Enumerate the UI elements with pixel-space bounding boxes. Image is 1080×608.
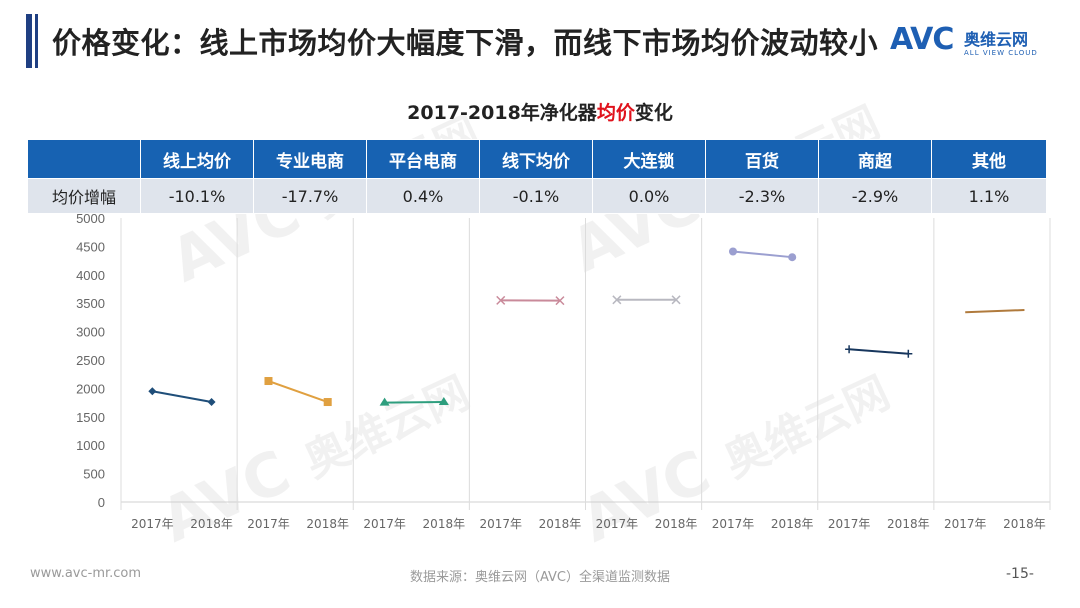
x-tick-label: 2018年 [771, 517, 814, 531]
column-header: 大连锁 [592, 139, 706, 179]
column-header: 商超 [818, 139, 932, 179]
column-header: 其他 [931, 139, 1047, 179]
series-line [384, 401, 444, 404]
data-point [671, 295, 681, 305]
column-header: 专业电商 [253, 139, 367, 179]
logo-en-name: ALL VIEW CLOUD [964, 49, 1038, 57]
x-tick-label: 2017年 [247, 517, 290, 531]
y-tick-label: 1000 [76, 438, 105, 453]
page-title: 价格变化：线上市场均价大幅度下滑，而线下市场均价波动较小 [52, 26, 879, 60]
x-tick-label: 2018年 [306, 517, 349, 531]
y-tick-label: 4000 [76, 268, 105, 283]
data-point [845, 345, 854, 354]
table-cell: -2.3% [705, 178, 819, 214]
series-line [849, 348, 909, 355]
x-tick-label: 2017年 [596, 517, 639, 531]
series-line [965, 309, 1025, 314]
logo-brand: AVC [890, 22, 954, 57]
data-point [496, 295, 506, 305]
data-point [148, 387, 157, 396]
price-change-table: 线上均价 专业电商 平台电商 线下均价 大连锁 百货 商超 其他 均价增幅 -1… [27, 139, 1047, 214]
y-tick-label: 3500 [76, 296, 105, 311]
data-point [264, 377, 273, 386]
x-tick-label: 2017年 [131, 517, 174, 531]
table-row: 均价增幅 -10.1% -17.7% 0.4% -0.1% 0.0% -2.3%… [27, 178, 1047, 214]
table-corner [27, 139, 141, 179]
x-tick-label: 2017年 [828, 517, 871, 531]
column-header: 百货 [705, 139, 819, 179]
table-header-row: 线上均价 专业电商 平台电商 线下均价 大连锁 百货 商超 其他 [27, 139, 1047, 179]
data-point [379, 397, 390, 406]
data-point [612, 295, 622, 305]
data-point [438, 397, 449, 406]
x-tick-label: 2018年 [423, 517, 466, 531]
table-cell: -0.1% [479, 178, 593, 214]
table-cell: -2.9% [818, 178, 932, 214]
x-tick-label: 2018年 [1003, 517, 1046, 531]
y-tick-label: 500 [83, 467, 105, 482]
y-tick-label: 1500 [76, 410, 105, 425]
x-tick-label: 2017年 [479, 517, 522, 531]
x-tick-label: 2017年 [944, 517, 987, 531]
data-point [788, 253, 797, 262]
column-header: 线上均价 [140, 139, 254, 179]
table-cell: 0.4% [366, 178, 480, 214]
data-point [207, 398, 216, 407]
y-tick-label: 3000 [76, 325, 105, 340]
chart-title: 2017-2018年净化器均价变化 [0, 98, 1080, 125]
column-header: 平台电商 [366, 139, 480, 179]
x-tick-label: 2018年 [190, 517, 233, 531]
y-tick-label: 0 [98, 495, 105, 510]
price-line-chart: 0 500 1000 1500 2000 2500 3000 3500 4000 4500 5000… [76, 211, 1051, 531]
title-accent-bar [26, 14, 32, 68]
title-accent-bar-thin [35, 14, 38, 68]
table-cell: -17.7% [253, 178, 367, 214]
table-cell: 0.0% [592, 178, 706, 214]
y-tick-label: 5000 [76, 211, 105, 226]
page-number: -15- [1006, 566, 1034, 582]
x-tick-label: 2018年 [887, 517, 930, 531]
table-cell: 1.1% [931, 178, 1047, 214]
x-tick-label: 2017年 [363, 517, 406, 531]
logo-cn-name: 奥维云网 [964, 30, 1029, 49]
footer-source: 数据来源：奥维云网（AVC）全渠道监测数据 [409, 570, 671, 585]
series-line [152, 390, 212, 404]
x-tick-label: 2018年 [655, 517, 698, 531]
series-line [732, 250, 793, 259]
avc-logo: AVC 奥维云网 ALL VIEW CLOUD [890, 22, 1060, 68]
chart-title-prefix: 2017-2018年净化器 [407, 102, 597, 124]
chart-title-highlight: 均价 [596, 102, 635, 124]
row-label: 均价增幅 [27, 178, 141, 214]
data-point [904, 349, 913, 358]
chart-title-suffix: 变化 [634, 102, 673, 124]
footer-website: www.avc-mr.com [30, 566, 142, 581]
series-line [268, 380, 329, 403]
column-header: 线下均价 [479, 139, 593, 179]
y-tick-label: 2000 [76, 381, 105, 396]
y-tick-label: 2500 [76, 353, 105, 368]
x-tick-label: 2017年 [712, 517, 755, 531]
x-tick-label: 2018年 [539, 517, 582, 531]
data-point [555, 296, 565, 306]
data-point [323, 398, 332, 407]
y-tick-label: 4500 [76, 239, 105, 254]
data-point [728, 247, 737, 256]
